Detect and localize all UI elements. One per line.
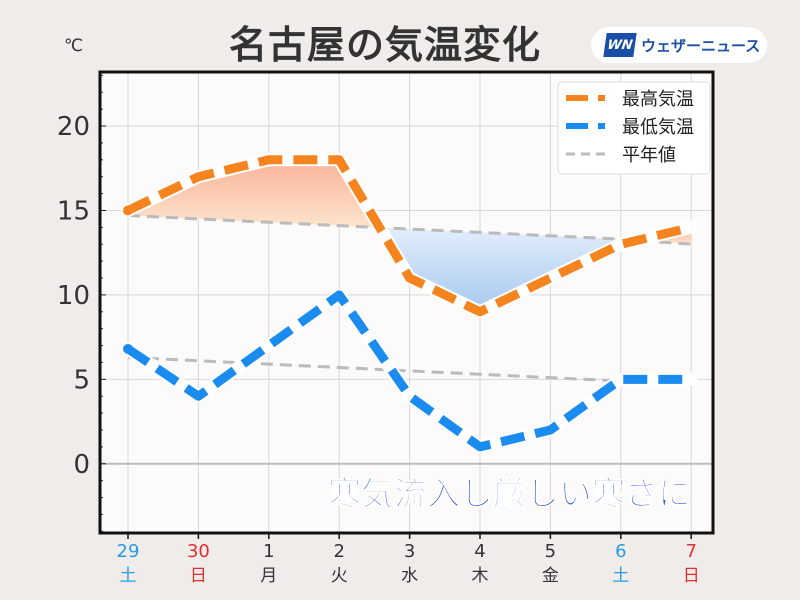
x-tick-weekday: 金 [542, 566, 559, 586]
weathernews-logo: WN ウェザーニュース [591, 27, 767, 63]
x-tick-day: 30 [187, 541, 210, 562]
y-tick-label: 5 [73, 365, 90, 395]
legend-label: 最高気温 [622, 89, 694, 110]
legend-label: 平年値 [622, 145, 676, 166]
above-normal-fill [128, 159, 380, 228]
x-tick-weekday: 日 [190, 566, 207, 586]
high-temp-line [126, 155, 693, 317]
x-tick-day: 29 [117, 541, 140, 562]
series-start-point [123, 343, 133, 354]
low-temp-line [125, 290, 692, 452]
x-tick-weekday: 月 [260, 566, 277, 586]
x-tick-day: 2 [333, 541, 344, 562]
x-tick-weekday: 水 [401, 566, 418, 586]
x-tick-day: 4 [474, 541, 485, 562]
y-tick-label: 10 [57, 281, 90, 311]
plot-frame [98, 70, 715, 535]
x-tick-day: 1 [263, 541, 274, 562]
x-tick-day: 3 [404, 541, 415, 562]
logo-text: ウェザーニュース [641, 36, 761, 55]
x-tick-weekday: 日 [683, 566, 700, 586]
chart-title: 名古屋の気温変化 [228, 23, 541, 67]
x-tick-day: 5 [545, 541, 556, 562]
legend-box [557, 81, 711, 175]
x-tick-weekday: 木 [472, 566, 489, 586]
y-tick-label: 15 [57, 196, 90, 226]
x-tick-weekday: 土 [612, 566, 629, 586]
x-tick-day: 7 [685, 541, 696, 562]
y-tick-label: 20 [57, 112, 90, 142]
x-tick-day: 6 [615, 541, 626, 562]
x-tick-weekday: 火 [331, 566, 348, 586]
x-tick-weekday: 土 [120, 566, 137, 586]
series-start-point [123, 205, 133, 216]
legend-label: 最低気温 [622, 117, 694, 138]
y-tick-label: 0 [73, 450, 90, 480]
y-axis-unit: ℃ [64, 36, 84, 56]
annotation-text: 寒気流入し厳しい寒さに [328, 474, 691, 513]
